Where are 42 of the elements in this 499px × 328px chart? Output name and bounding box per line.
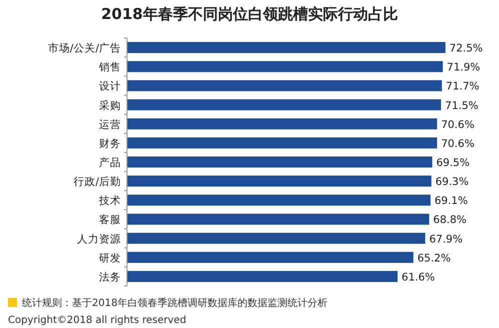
bar xyxy=(127,232,426,244)
data-label: 69.1% xyxy=(434,195,468,208)
bar xyxy=(127,270,398,282)
bar xyxy=(127,99,442,110)
y-tick-label: 采购 xyxy=(99,98,121,112)
y-tick-label: 运营 xyxy=(99,118,121,131)
bar xyxy=(127,42,446,54)
y-tick-label: 研发 xyxy=(99,252,121,264)
y-tick-label: 客服 xyxy=(99,213,121,226)
y-tick-label: 市场/公关/广告 xyxy=(48,42,121,55)
data-label: 67.9% xyxy=(429,233,463,246)
data-label: 71.7% xyxy=(446,80,480,93)
data-label: 71.5% xyxy=(445,100,478,112)
bar xyxy=(127,214,430,225)
bar xyxy=(127,176,432,187)
chart-title: 2018年春季不同岗位白领跳槽实际行动占比 xyxy=(101,5,398,23)
y-tick-label: 产品 xyxy=(99,156,121,169)
data-label: 70.6% xyxy=(441,138,474,150)
data-label: 70.6% xyxy=(441,118,474,131)
y-tick-label: 设计 xyxy=(99,80,121,93)
bar xyxy=(127,118,438,130)
bar xyxy=(127,80,442,92)
bar xyxy=(127,156,432,168)
y-tick-label: 技术 xyxy=(98,194,121,208)
data-label: 68.8% xyxy=(433,214,467,226)
data-label: 69.3% xyxy=(435,176,469,188)
bar xyxy=(127,194,430,206)
bar xyxy=(127,61,443,72)
y-tick-label: 法务 xyxy=(99,270,121,284)
bar xyxy=(127,137,438,148)
data-label: 65.2% xyxy=(417,252,451,264)
data-label: 61.6% xyxy=(402,271,435,284)
y-tick-label: 销售 xyxy=(98,62,121,74)
text: Copyright©2018 all rights reserved xyxy=(8,315,186,326)
y-tick-label: 财务 xyxy=(99,136,121,150)
data-label: 69.5% xyxy=(436,157,470,169)
y-tick-label: 人力资源 xyxy=(77,232,121,246)
y-tick-label: 行政/后勤 xyxy=(73,175,121,188)
data-label: 72.5% xyxy=(449,42,483,55)
text: 统计规则：基于2018年白领春季跳槽调研数据库的数据监测统计分析 xyxy=(22,297,328,309)
bar xyxy=(127,252,414,263)
data-label: 71.9% xyxy=(446,62,480,74)
